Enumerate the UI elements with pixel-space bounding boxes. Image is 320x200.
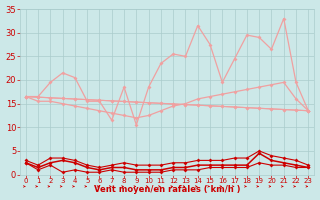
X-axis label: Vent moyen/en rafales ( km/h ): Vent moyen/en rafales ( km/h ) [94,185,240,194]
